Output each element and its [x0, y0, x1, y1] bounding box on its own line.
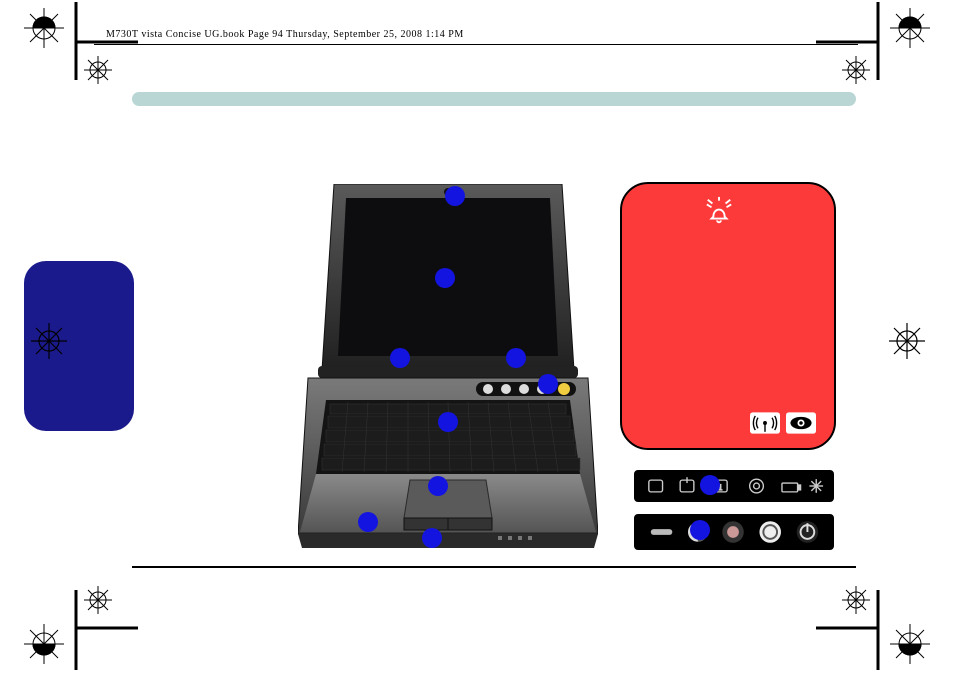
callout-hotkeys [538, 374, 558, 394]
callout-click-buttons [422, 528, 442, 548]
callout-led-strip [700, 475, 720, 495]
crop-mark-bottom-left [18, 560, 138, 670]
crop-mark-mid-left [24, 316, 74, 366]
crop-mark-top-left [18, 2, 138, 102]
callout-touchpad [428, 476, 448, 496]
callout-webcam [445, 186, 465, 206]
wifi-icon [750, 412, 780, 434]
crop-mark-top-right [816, 2, 936, 102]
callout-mic [358, 512, 378, 532]
laptop-illustration [298, 184, 598, 554]
crop-mark-mid-right [882, 316, 932, 366]
bottom-rule [132, 566, 856, 568]
callout-keyboard [438, 412, 458, 432]
crop-mark-bottom-right [816, 560, 936, 670]
section-title-bar [132, 92, 856, 106]
eye-icon [786, 412, 816, 434]
warning-panel [620, 182, 836, 450]
bell-icon [704, 196, 734, 226]
callout-speaker-right [506, 348, 526, 368]
header-underline [94, 44, 858, 45]
callout-button-strip [690, 520, 710, 540]
led-indicator-strip: 1 [634, 470, 834, 502]
page-header-text: M730T vista Concise UG.book Page 94 Thur… [106, 29, 464, 40]
callout-speaker-left [390, 348, 410, 368]
hotkey-button-strip [634, 514, 834, 550]
callout-lcd [435, 268, 455, 288]
